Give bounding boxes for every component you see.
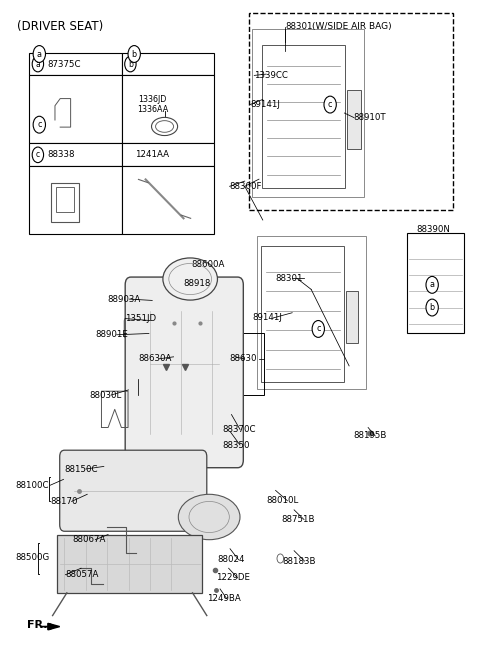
Text: 1339CC: 1339CC: [254, 71, 288, 80]
Text: 88057A: 88057A: [65, 570, 99, 579]
Text: 88600A: 88600A: [192, 260, 225, 269]
Bar: [262, 45, 345, 188]
Text: 1351JD: 1351JD: [125, 314, 156, 323]
Text: 88338: 88338: [48, 150, 75, 160]
Text: 1229DE: 1229DE: [216, 574, 250, 583]
Text: 88010L: 88010L: [266, 496, 299, 506]
Bar: [347, 90, 360, 148]
Circle shape: [33, 46, 46, 62]
Text: 88910T: 88910T: [354, 113, 386, 122]
Circle shape: [324, 96, 336, 113]
Text: 88390N: 88390N: [417, 225, 450, 234]
Text: 88918: 88918: [183, 279, 210, 288]
Text: a: a: [37, 50, 42, 58]
Text: 88024: 88024: [217, 555, 245, 564]
Bar: [29, 53, 122, 75]
Text: 88301: 88301: [285, 22, 312, 31]
Bar: [29, 166, 122, 234]
Text: 1241AA: 1241AA: [135, 150, 169, 160]
Text: c: c: [328, 100, 332, 109]
Text: 88630: 88630: [229, 354, 257, 363]
Text: 88751B: 88751B: [282, 515, 315, 524]
Text: 88100C: 88100C: [15, 481, 49, 490]
Circle shape: [426, 277, 438, 293]
Bar: [257, 236, 366, 388]
Text: 88170: 88170: [50, 497, 78, 506]
Text: b: b: [128, 60, 133, 69]
FancyBboxPatch shape: [125, 277, 243, 468]
Ellipse shape: [179, 494, 240, 540]
Bar: [261, 246, 344, 382]
Text: 88901E: 88901E: [96, 330, 129, 339]
Bar: [252, 29, 364, 198]
Circle shape: [33, 116, 46, 133]
Circle shape: [426, 299, 438, 316]
Text: a: a: [36, 60, 40, 69]
Circle shape: [32, 56, 44, 72]
Ellipse shape: [142, 315, 177, 333]
Bar: [57, 534, 202, 593]
FancyBboxPatch shape: [60, 450, 207, 531]
Text: c: c: [316, 324, 321, 334]
Text: a: a: [430, 281, 435, 289]
Ellipse shape: [163, 258, 217, 300]
Bar: [346, 291, 358, 343]
Text: FR.: FR.: [26, 620, 47, 630]
Text: 88370C: 88370C: [222, 425, 256, 434]
Text: (DRIVER SEAT): (DRIVER SEAT): [17, 20, 103, 33]
Text: 89141J: 89141J: [252, 313, 282, 322]
Bar: [407, 233, 464, 334]
Text: 88301: 88301: [276, 274, 303, 283]
Bar: [122, 166, 215, 234]
Text: (W/SIDE AIR BAG): (W/SIDE AIR BAG): [312, 22, 391, 31]
Circle shape: [147, 294, 157, 307]
Bar: [29, 75, 122, 143]
Text: 88630A: 88630A: [138, 354, 171, 363]
Text: 88903A: 88903A: [107, 294, 141, 303]
Ellipse shape: [152, 117, 178, 135]
Text: 1336JD: 1336JD: [139, 95, 167, 104]
Text: 88150C: 88150C: [64, 464, 98, 473]
Bar: [56, 187, 74, 212]
Circle shape: [128, 46, 140, 62]
Polygon shape: [48, 623, 60, 630]
Text: 88350: 88350: [222, 441, 250, 449]
Text: 1249BA: 1249BA: [207, 594, 240, 603]
Text: 88300F: 88300F: [229, 182, 262, 191]
Text: c: c: [37, 120, 42, 129]
Circle shape: [312, 320, 324, 337]
Bar: [122, 75, 215, 143]
Text: c: c: [36, 150, 40, 160]
Text: 88067A: 88067A: [72, 535, 106, 544]
Text: 88030L: 88030L: [90, 390, 122, 400]
Text: 88195B: 88195B: [354, 432, 387, 440]
Bar: [138, 334, 264, 395]
Bar: [51, 182, 79, 222]
Bar: [250, 12, 454, 211]
Text: 88183B: 88183B: [283, 557, 316, 566]
FancyBboxPatch shape: [124, 318, 176, 338]
Text: 87375C: 87375C: [48, 60, 81, 69]
Text: 1336AA: 1336AA: [137, 105, 168, 114]
Text: b: b: [430, 303, 435, 312]
Circle shape: [32, 147, 44, 163]
Bar: [122, 53, 215, 75]
Text: b: b: [132, 50, 137, 58]
Bar: [122, 143, 215, 166]
Circle shape: [125, 56, 136, 72]
Bar: [29, 143, 122, 166]
Text: 89141J: 89141J: [250, 100, 280, 109]
Text: 88500G: 88500G: [15, 553, 50, 562]
Circle shape: [179, 282, 187, 292]
